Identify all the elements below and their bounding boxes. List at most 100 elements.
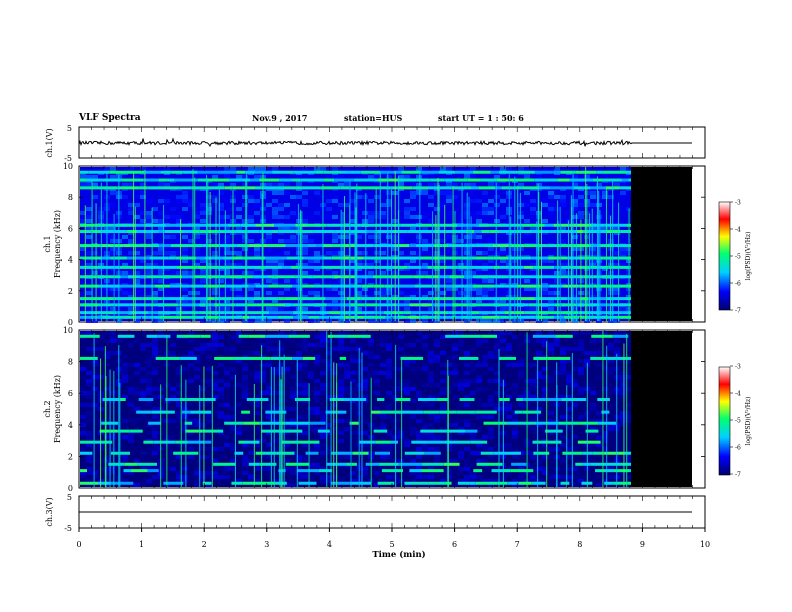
spectrogram-cell: [194, 339, 200, 343]
spectrogram-cell: [206, 379, 212, 383]
spectrogram-cell: [140, 219, 146, 223]
spectrogram-cell: [446, 359, 452, 363]
spectrogram-cell: [308, 343, 314, 347]
spectrogram-band: [429, 178, 445, 182]
spectrogram-cell: [80, 331, 86, 335]
spectrogram-cell: [278, 371, 284, 375]
spectrogram-cell: [488, 287, 494, 291]
spectrogram-cell: [440, 291, 446, 295]
spectrogram-cell: [596, 331, 602, 335]
spectrogram-band: [291, 265, 301, 269]
spectrogram-cell: [446, 387, 452, 391]
spectrogram-cell: [242, 443, 248, 447]
spectrogram-band: [183, 334, 201, 338]
spectrogram-cell: [530, 463, 536, 467]
spectrogram-band: [278, 284, 293, 288]
spectrogram-cell: [236, 299, 242, 303]
spectrogram-band: [135, 223, 145, 227]
spectrogram-cell: [272, 211, 278, 215]
spectrogram-cell: [548, 403, 554, 407]
spectrogram-cell: [152, 219, 158, 223]
spectrogram-cell: [182, 427, 188, 431]
spectrogram-cell: [80, 403, 86, 407]
spectrogram-band: [190, 410, 204, 414]
spectrogram-band: [279, 178, 293, 182]
spectrogram-cell: [212, 447, 218, 451]
spectrogram-cell: [248, 451, 254, 455]
spectrogram-cell: [470, 331, 476, 335]
spectrogram-band: [380, 256, 399, 260]
spectrogram-cell: [608, 427, 614, 431]
spectrogram-cell: [170, 455, 176, 459]
spectrogram-cell: [614, 267, 620, 271]
spectrogram-cell: [440, 191, 446, 195]
spectrogram-band: [535, 315, 555, 319]
spectrogram-cell: [302, 299, 308, 303]
spectrogram-cell: [212, 291, 218, 295]
spectrogram-cell: [326, 339, 332, 343]
spectrogram-cell: [80, 363, 86, 367]
spectrogram-cell: [554, 287, 560, 291]
spectrogram-cell: [284, 483, 290, 487]
spectrogram-cell: [470, 435, 476, 439]
spectrogram-cell: [122, 367, 128, 371]
y-tick-label: 8: [68, 358, 73, 367]
spectrogram-cell: [494, 219, 500, 223]
spectrogram-cell: [314, 391, 320, 395]
spectrogram-cell: [134, 419, 140, 423]
spectrogram-cell: [140, 195, 146, 199]
spectrogram-cell: [410, 459, 416, 463]
spectrogram-band: [438, 170, 456, 174]
spectrogram-cell: [470, 199, 476, 203]
spectrogram-band: [377, 230, 390, 234]
spectrogram-cell: [176, 299, 182, 303]
spectrogram-band: [373, 284, 385, 288]
spectrogram-cell: [242, 219, 248, 223]
spectrogram-cell: [158, 251, 164, 255]
spectrogram-band: [80, 469, 88, 473]
spectrogram-cell: [302, 471, 308, 475]
spectrogram-cell: [518, 215, 524, 219]
spectrogram-cell: [500, 199, 506, 203]
spectrogram-cell: [464, 371, 470, 375]
spectrogram-cell: [596, 339, 602, 343]
spectrogram-cell: [446, 235, 452, 239]
spectrogram-cell: [428, 319, 434, 323]
spectrogram-cell: [242, 459, 248, 463]
spectrogram-cell: [80, 211, 86, 215]
spectrogram-band: [457, 440, 471, 444]
spectrogram-cell: [248, 247, 254, 251]
spectrogram-cell: [428, 279, 434, 283]
spectrogram-cell: [602, 419, 608, 423]
spectrogram-band: [369, 223, 386, 227]
spectrogram-cell: [410, 251, 416, 255]
spectrogram-cell: [572, 435, 578, 439]
spectrogram-cell: [182, 367, 188, 371]
spectrogram-cell: [566, 195, 572, 199]
spectrogram-band: [123, 469, 131, 473]
spectrogram-cell: [488, 211, 494, 215]
spectrogram-cell: [518, 375, 524, 379]
spectrogram-cell: [434, 459, 440, 463]
spectrogram-band: [433, 311, 449, 315]
spectrogram-band: [560, 223, 570, 227]
spectrogram-band: [593, 275, 601, 279]
spectrogram-cell: [422, 347, 428, 351]
spectrogram-cell: [278, 239, 284, 243]
spectrogram-cell: [236, 175, 242, 179]
spectrogram-cell: [224, 359, 230, 363]
spectrogram-band: [378, 186, 391, 190]
spectrogram-band: [461, 334, 482, 338]
spectrogram-cell: [320, 387, 326, 391]
spectrogram-cell: [572, 467, 578, 471]
spectrogram-cell: [362, 379, 368, 383]
ch3-ytick-top: 5: [67, 493, 72, 502]
spectrogram-cell: [80, 475, 86, 479]
spectrogram-band: [549, 284, 564, 288]
spectrogram-cell: [152, 443, 158, 447]
spectrogram-cell: [326, 287, 332, 291]
spectrogram-band: [253, 275, 268, 279]
spectrogram-band: [457, 223, 479, 227]
spectrogram-band: [346, 334, 371, 338]
spectrogram-cell: [284, 435, 290, 439]
